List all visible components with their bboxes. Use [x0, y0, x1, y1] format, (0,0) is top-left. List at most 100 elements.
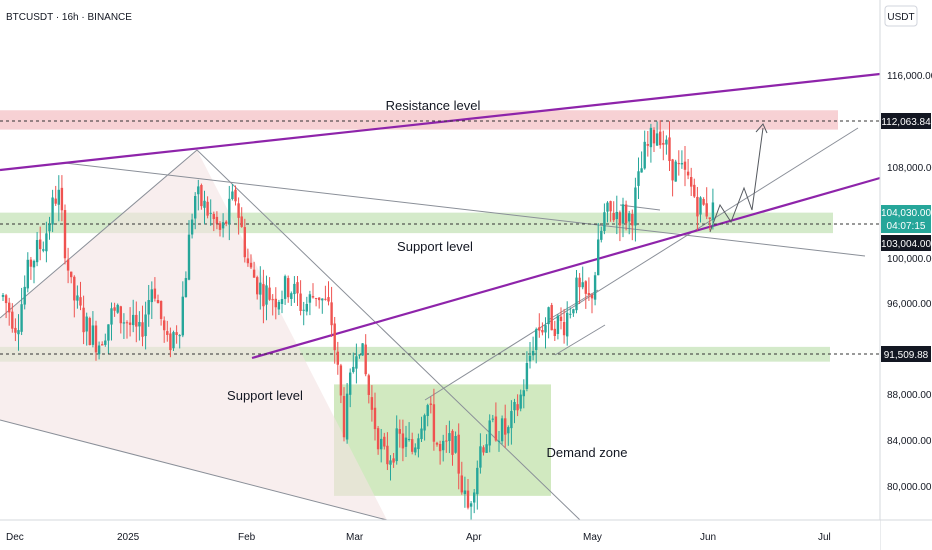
candle-body [97, 345, 101, 355]
triangle-upper-left-line [0, 149, 198, 319]
candle-body [42, 249, 45, 251]
flag-upper-line [547, 289, 599, 321]
candle-body [144, 314, 147, 337]
candle-body [206, 201, 209, 216]
candle-body [32, 260, 36, 268]
candle-body [538, 327, 541, 331]
candle-body [603, 212, 606, 231]
x-tick-jul: Jul [818, 532, 831, 543]
candle-body [463, 490, 467, 495]
candle-body [634, 187, 637, 226]
demand-zone-label: Demand zone [547, 445, 628, 460]
candle-body [200, 185, 203, 207]
candle-body [240, 216, 243, 227]
candle-body [271, 299, 274, 301]
candle-body [451, 430, 454, 455]
candle-body [45, 233, 48, 252]
candle-body [256, 277, 259, 295]
candle-body [423, 415, 426, 431]
candle-body [593, 275, 597, 300]
candle-body [218, 223, 222, 230]
candle-body [57, 189, 60, 205]
candle-body [550, 305, 553, 331]
candle-body [398, 429, 401, 434]
candle-body [535, 329, 538, 351]
candle-body [584, 281, 587, 294]
candle-body [361, 343, 364, 356]
candle-body [215, 216, 219, 224]
currency-button[interactable] [884, 5, 918, 27]
candle-body [116, 304, 119, 313]
candle-body [314, 297, 318, 299]
candle-body [671, 159, 674, 181]
candle-body [380, 438, 383, 450]
candle-body [674, 161, 677, 182]
candle-body [454, 435, 457, 453]
symbol-title: BTCUSDT · 16h · BINANCE [6, 12, 132, 23]
candle-body [414, 447, 417, 453]
candle-body [150, 289, 153, 303]
candle-body [76, 295, 79, 301]
candle-body [435, 442, 439, 445]
y-tick-116000: 116,000.00 [887, 71, 932, 82]
candle-body [48, 224, 51, 232]
last-price-tag [881, 205, 931, 233]
price-axis[interactable]: USDT 116,000.00 108,000.00 100,000.00 96… [879, 0, 932, 550]
resistance-price-tag [881, 113, 931, 129]
candle-body [587, 293, 591, 295]
candle-body [528, 355, 532, 362]
candle-body [420, 428, 423, 440]
candle-body [466, 490, 470, 508]
candle-body [686, 171, 690, 176]
candle-body [175, 332, 178, 336]
candle-body [355, 356, 358, 369]
candle-body [212, 213, 215, 220]
candle-body [181, 296, 184, 336]
candle-body [690, 177, 693, 187]
candle-body [609, 201, 612, 212]
candle-body [668, 137, 671, 162]
candle-body [708, 217, 711, 219]
candle-body [135, 314, 138, 327]
resistance-label: Resistance level [386, 98, 481, 113]
candle-body [624, 204, 628, 224]
candle-body [265, 285, 268, 305]
candle-body [482, 447, 485, 453]
candle-body [209, 212, 212, 214]
y-tick-108000: 108,000.00 [887, 163, 932, 174]
candle-body [299, 293, 302, 311]
candle-body [153, 288, 157, 299]
candle-body [426, 405, 429, 417]
candle-body [606, 202, 609, 212]
candle-body [268, 287, 271, 300]
candle-body [91, 325, 95, 345]
candle-body [643, 141, 646, 169]
candle-body [308, 294, 312, 303]
candle-body [662, 142, 665, 145]
candle-body [389, 460, 392, 465]
resistance-price-tag-text: 112,063.84 [881, 117, 931, 128]
candle-body [711, 202, 715, 220]
candle-body [479, 446, 482, 468]
candle-body [138, 321, 141, 327]
candle-body [404, 437, 408, 447]
candle-body [544, 325, 547, 333]
candle-body [8, 302, 11, 313]
time-axis[interactable]: Dec 2025 Feb Mar Apr May Jun Jul [0, 519, 932, 550]
candle-body [559, 316, 563, 321]
candle-body [293, 283, 296, 295]
candle-body [699, 197, 702, 215]
triangle-upper-right-line [196, 149, 581, 521]
candle-body [82, 307, 85, 333]
candle-body [445, 440, 448, 442]
candle-body [597, 239, 600, 276]
candle-body [318, 297, 321, 301]
candle-body [448, 433, 451, 442]
candle-body [680, 163, 684, 165]
candle-body [231, 191, 234, 200]
candle-body [665, 139, 668, 145]
candle-body [14, 327, 17, 333]
candle-body [17, 330, 20, 335]
candle-body [345, 393, 349, 440]
